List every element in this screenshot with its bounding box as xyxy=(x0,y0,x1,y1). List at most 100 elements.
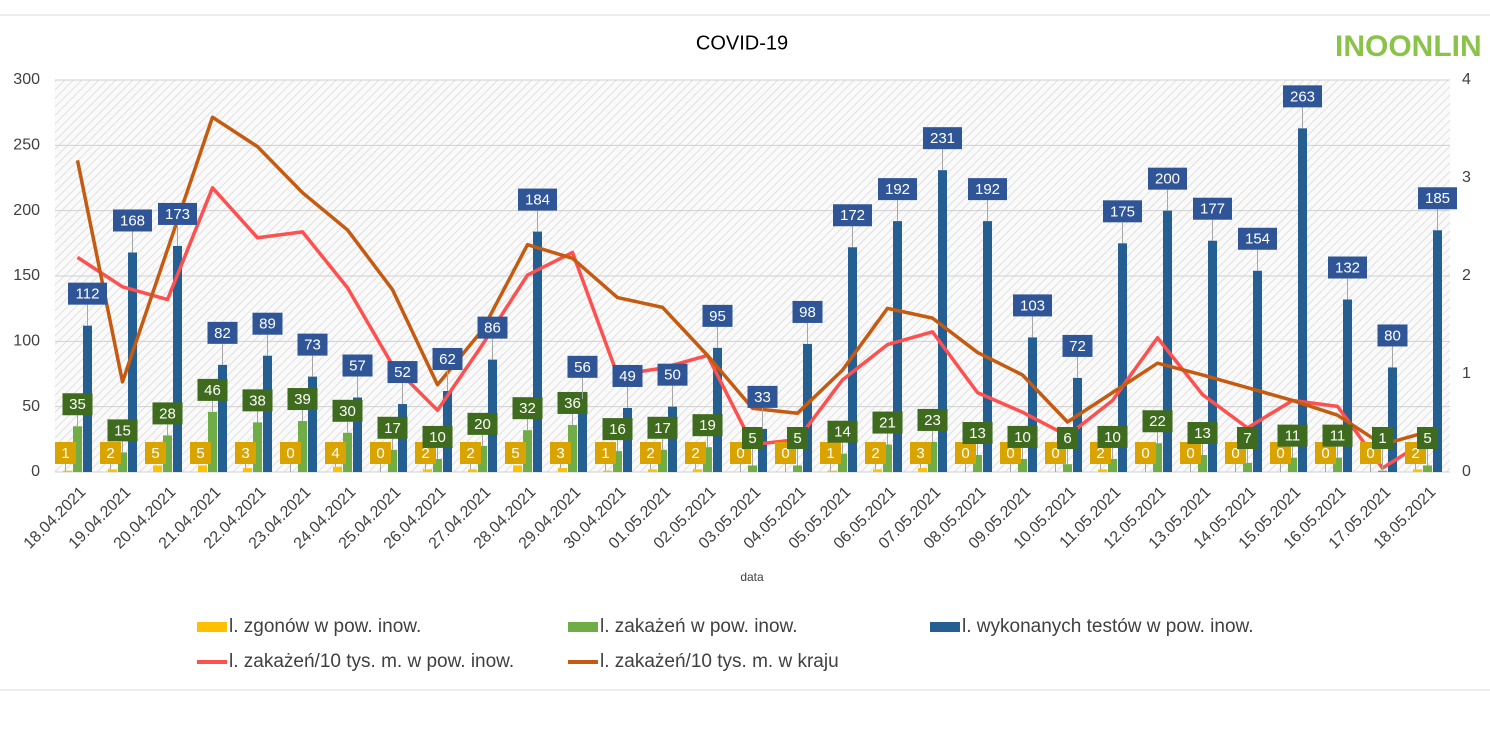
data-label: 168 xyxy=(113,209,152,253)
data-label: 185 xyxy=(1418,187,1457,231)
bar xyxy=(1288,457,1297,472)
data-label: 38 xyxy=(242,389,273,423)
y-tick-label: 0 xyxy=(31,463,40,480)
label-text: 184 xyxy=(525,192,550,209)
logo: INOONLIN xyxy=(1335,30,1482,63)
label-box xyxy=(827,420,858,443)
label-box xyxy=(1103,200,1142,223)
bar xyxy=(388,449,397,472)
label-text: 52 xyxy=(394,364,411,381)
label-text: 0 xyxy=(286,445,294,462)
label-text: 2 xyxy=(646,445,654,462)
data-label: 19 xyxy=(692,414,723,448)
data-label: 6 xyxy=(1057,427,1078,465)
data-label: 98 xyxy=(792,300,823,344)
bar xyxy=(568,424,577,472)
data-label: 5 xyxy=(190,442,211,464)
label-box xyxy=(595,442,616,464)
label-box xyxy=(512,397,543,420)
label-text: 192 xyxy=(975,181,1000,198)
bar xyxy=(893,221,902,472)
label-box xyxy=(325,442,346,464)
data-label: 11 xyxy=(1277,424,1308,458)
label-box xyxy=(62,393,93,416)
label-text: 15 xyxy=(114,422,131,439)
label-box xyxy=(923,127,962,150)
label-text: 36 xyxy=(564,395,581,412)
data-label: 177 xyxy=(1193,197,1232,241)
label-text: 3 xyxy=(241,445,249,462)
bar xyxy=(333,466,342,472)
legend-label: l. zakażeń/10 tys. m. w kraju xyxy=(600,651,839,672)
data-label: 80 xyxy=(1377,324,1408,368)
data-label: 39 xyxy=(287,388,318,422)
label-text: 1 xyxy=(1378,430,1386,447)
data-label: 132 xyxy=(1328,256,1367,300)
y2-tick-label: 4 xyxy=(1462,71,1471,88)
bar xyxy=(748,465,757,472)
label-box xyxy=(1007,425,1038,448)
label-text: 16 xyxy=(609,421,626,438)
label-text: 86 xyxy=(484,320,501,337)
label-text: 0 xyxy=(781,445,789,462)
data-label: 7 xyxy=(1237,427,1258,463)
label-box xyxy=(1277,424,1308,447)
label-text: 49 xyxy=(619,368,636,385)
data-label: 10 xyxy=(422,425,453,459)
label-box xyxy=(792,300,823,323)
label-text: 263 xyxy=(1290,88,1315,105)
legend-label: l. zgonów w pow. inow. xyxy=(229,616,421,637)
bar xyxy=(973,455,982,472)
label-box xyxy=(865,442,886,464)
label-box xyxy=(657,363,688,386)
bar xyxy=(1433,230,1442,472)
label-box xyxy=(1372,427,1393,449)
data-label: 184 xyxy=(518,188,557,232)
bar xyxy=(1423,465,1432,472)
data-label: 49 xyxy=(612,364,643,408)
label-box xyxy=(1193,197,1232,220)
label-text: 5 xyxy=(511,445,519,462)
label-text: 57 xyxy=(349,357,366,374)
label-box xyxy=(235,442,256,464)
bar xyxy=(1028,337,1037,472)
label-box xyxy=(1013,294,1052,317)
label-text: 2 xyxy=(691,445,699,462)
bar xyxy=(758,428,767,472)
label-text: 6 xyxy=(1063,430,1071,447)
label-box xyxy=(917,408,948,431)
data-label: 175 xyxy=(1103,200,1142,244)
data-label: 14 xyxy=(827,420,858,454)
data-label: 11 xyxy=(1322,424,1353,458)
data-label: 82 xyxy=(207,321,238,365)
label-box xyxy=(787,427,808,449)
label-box xyxy=(602,418,633,441)
bar xyxy=(558,468,567,472)
label-text: 5 xyxy=(793,430,801,447)
label-text: 56 xyxy=(574,359,591,376)
bar xyxy=(343,432,352,472)
label-text: 2 xyxy=(1096,445,1104,462)
label-box xyxy=(1097,425,1128,448)
bar xyxy=(1208,240,1217,472)
label-box xyxy=(1135,442,1156,464)
label-text: 30 xyxy=(339,403,356,420)
label-text: 2 xyxy=(106,445,114,462)
data-label: 35 xyxy=(62,393,93,427)
bar xyxy=(1073,377,1082,472)
label-text: 20 xyxy=(474,416,491,433)
bar xyxy=(648,469,657,472)
bar xyxy=(1343,299,1352,472)
bar xyxy=(603,470,612,472)
data-label: 1 xyxy=(595,442,616,471)
label-box xyxy=(55,442,76,464)
bar xyxy=(848,247,857,472)
label-text: 89 xyxy=(259,316,276,333)
label-text: 13 xyxy=(1194,425,1211,442)
label-box xyxy=(1377,324,1408,347)
data-label: 86 xyxy=(477,316,508,360)
label-text: 3 xyxy=(916,445,924,462)
bar xyxy=(298,421,307,472)
bar xyxy=(838,453,847,472)
label-text: 5 xyxy=(151,445,159,462)
